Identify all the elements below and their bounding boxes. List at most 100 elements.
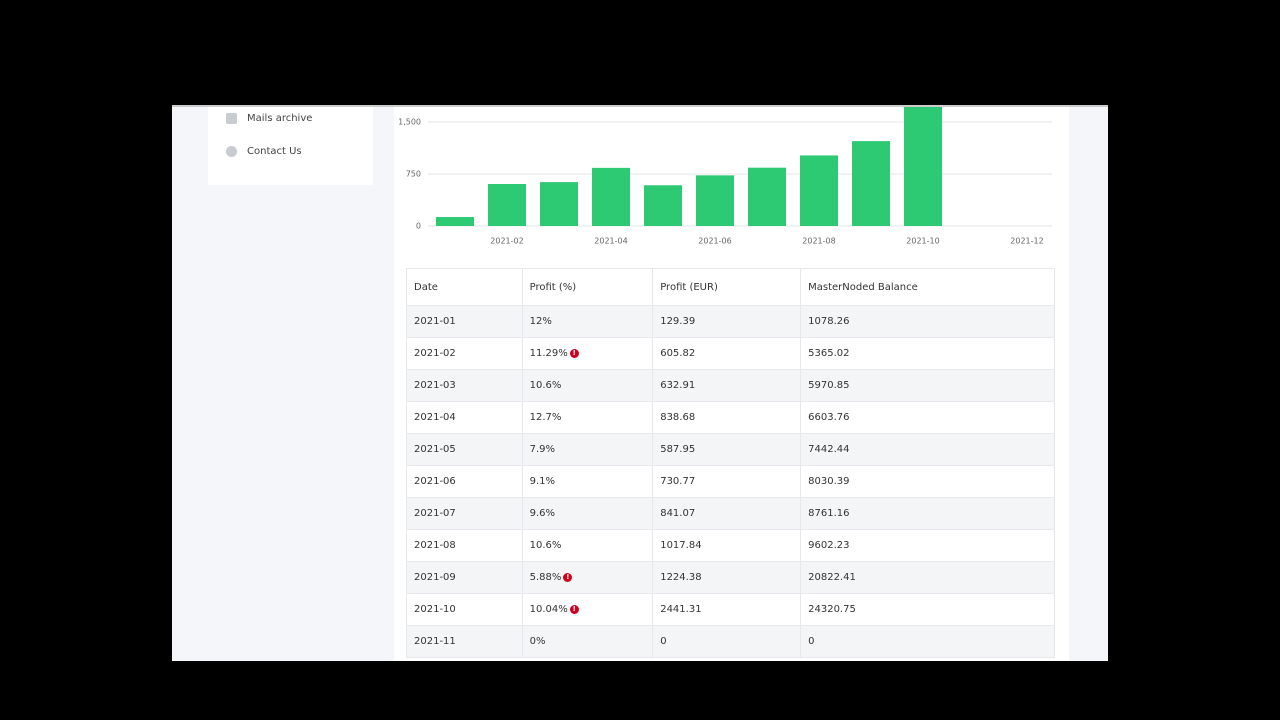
cell: 129.39	[652, 305, 802, 338]
cell: 5970.85	[800, 369, 1055, 402]
cell-text: 24320.75	[808, 604, 856, 615]
row: 2021-02 11.29%! 605.82 5365.02	[406, 337, 1055, 370]
cell-text: 12.7%	[529, 412, 562, 423]
cell: 10.6%	[521, 529, 654, 562]
x-tick-label: 2021-10	[906, 237, 939, 246]
cell-text: 730.77	[660, 476, 696, 487]
cell-text: 8030.39	[808, 476, 850, 487]
sidebar: Mails archive Contact Us	[208, 107, 373, 185]
cell: 12%	[521, 305, 654, 338]
cell-text: 10.6%	[529, 540, 562, 551]
cell-text: 2441.31	[660, 604, 702, 615]
cell: 12.7%	[521, 401, 654, 434]
bar	[592, 167, 630, 226]
cell-text: 5.88%	[529, 572, 562, 583]
bar	[748, 167, 786, 226]
cell: 20822.41	[800, 561, 1055, 594]
cell: 6603.76	[800, 401, 1055, 434]
cell-text: 6603.76	[808, 412, 850, 423]
bar	[800, 155, 838, 226]
cell-text: 2021-05	[414, 444, 456, 455]
header-cell: Profit (EUR)	[652, 268, 802, 306]
menu-item[interactable]: Contact Us	[226, 146, 302, 157]
cell: 10.6%	[521, 369, 654, 402]
cell-text: 7.9%	[529, 444, 556, 455]
warning-icon[interactable]: !	[569, 604, 579, 614]
cell: 7442.44	[800, 433, 1055, 466]
cell: 8030.39	[800, 465, 1055, 498]
bar	[644, 185, 682, 226]
bar	[904, 107, 942, 226]
menu-label[interactable]: Mails archive	[247, 113, 313, 124]
cell-text: 2021-03	[414, 380, 456, 391]
cell: 2021-03	[406, 369, 523, 402]
cell: 9.1%	[521, 465, 654, 498]
cell: 1224.38	[652, 561, 802, 594]
bar	[540, 182, 578, 226]
cell: 8761.16	[800, 497, 1055, 530]
y-tick-label: 750	[406, 170, 421, 179]
cell-text: 10.6%	[529, 380, 562, 391]
cell-text: 605.82	[660, 348, 696, 359]
warning-icon[interactable]: !	[569, 348, 579, 358]
cell-text: 11.29%	[529, 348, 568, 359]
x-tick-label: 2021-08	[802, 237, 835, 246]
cell-text: 9.1%	[529, 476, 556, 487]
cell-text: 7442.44	[808, 444, 850, 455]
cell-text: 1224.38	[660, 572, 702, 583]
cell-text: 632.91	[660, 380, 696, 391]
cell: 632.91	[652, 369, 802, 402]
cell: 2021-04	[406, 401, 523, 434]
cell-text: 2021-11	[414, 636, 456, 647]
row: 2021-08 10.6% 1017.84 9602.23	[406, 529, 1055, 562]
cell: 2021-05	[406, 433, 523, 466]
bar	[488, 183, 526, 226]
x-tick-label: 2021-12	[1010, 237, 1043, 246]
cell: 2021-02	[406, 337, 523, 370]
cell-text: 0	[660, 636, 667, 647]
cell: 2021-10	[406, 593, 523, 626]
menu-item[interactable]: Mails archive	[226, 113, 312, 124]
cell: 0	[800, 625, 1055, 658]
cell: 2441.31	[652, 593, 802, 626]
cell: 2021-11	[406, 625, 523, 658]
cell: 587.95	[652, 433, 802, 466]
cell-text: 2021-02	[414, 348, 456, 359]
warning-icon[interactable]: !	[563, 572, 573, 582]
cell: 24320.75	[800, 593, 1055, 626]
header-row: Date Profit (%) Profit (EUR) MasterNoded Ba…	[406, 268, 1055, 306]
x-tick-label: 2021-06	[698, 237, 731, 246]
cell-text: 0	[808, 636, 815, 647]
cell-text: 2021-09	[414, 572, 456, 583]
menu-label[interactable]: Contact Us	[247, 146, 302, 157]
cell: 2021-08	[406, 529, 523, 562]
cell-text: 2021-01	[414, 316, 456, 327]
cell-text: 12%	[529, 316, 552, 327]
row: 2021-04 12.7% 838.68 6603.76	[406, 401, 1055, 434]
cell-text: 129.39	[660, 316, 696, 327]
cell: 9602.23	[800, 529, 1055, 562]
header-cell: MasterNoded Balance	[800, 268, 1055, 306]
x-tick-label: 2021-04	[594, 237, 627, 246]
cell: 5365.02	[800, 337, 1055, 370]
cell: 841.07	[652, 497, 802, 530]
cell-text: 1078.26	[808, 316, 850, 327]
cell: 730.77	[652, 465, 802, 498]
cell-text: 9.6%	[529, 508, 556, 519]
cell: 1078.26	[800, 305, 1055, 338]
header-cell: Profit (%)	[521, 268, 654, 306]
cell-text: 1017.84	[660, 540, 702, 551]
cell-text: 2021-06	[414, 476, 456, 487]
cell-text: 838.68	[660, 412, 696, 423]
cell-text: 841.07	[660, 508, 696, 519]
bar	[852, 141, 890, 226]
cell: 5.88%!	[521, 561, 654, 594]
cell-text: 2021-10	[414, 604, 456, 615]
cell: 10.04%!	[521, 593, 654, 626]
cell-text: 0%	[529, 636, 546, 647]
y-tick-label: 1,500	[398, 118, 421, 127]
cell-text: 587.95	[660, 444, 696, 455]
cell-text: 5970.85	[808, 380, 850, 391]
row: 2021-01 12% 129.39 1078.26	[406, 305, 1055, 338]
